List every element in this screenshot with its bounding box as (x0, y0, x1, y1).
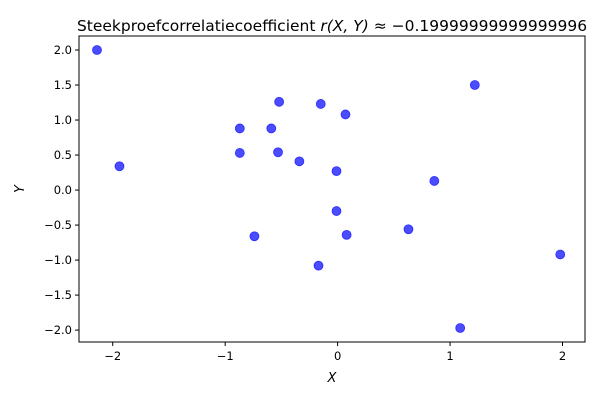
data-point (249, 231, 260, 242)
data-point (315, 99, 326, 109)
y-tick-label: −1.5 (44, 288, 72, 302)
plot-area-frame (78, 35, 586, 343)
chart-title-suffix: ≈ −0.19999999999999996 (369, 17, 587, 35)
chart-title-prefix: Steekproefcorrelatiecoefficient (77, 17, 320, 35)
chart-title-math: r(X, Y) (320, 17, 368, 35)
data-point (273, 147, 283, 158)
x-axis-ticks: −2 −1 0 1 2 (104, 342, 566, 363)
data-point (331, 166, 342, 177)
y-tick-label: −1.0 (44, 253, 72, 267)
y-tick-label: 0.0 (54, 183, 72, 197)
y-axis-label: Y (13, 184, 28, 193)
x-tick-label: 2 (559, 349, 566, 363)
y-tick-label: 2.0 (54, 43, 72, 57)
data-point (234, 148, 245, 158)
y-tick-label: 0.5 (54, 148, 72, 162)
x-tick-label: 0 (334, 349, 341, 363)
data-point (403, 224, 414, 235)
x-tick-label: 1 (446, 349, 453, 363)
chart-title: Steekproefcorrelatiecoefficient r(X, Y) … (77, 17, 587, 35)
y-axis-ticks: −2.0 −1.5 −1.0 −0.5 0.0 0.5 1.0 1.5 2.0 (44, 43, 79, 337)
x-tick-label: −2 (104, 349, 121, 363)
y-tick-label: 1.5 (54, 78, 72, 92)
data-point (331, 206, 342, 216)
data-point (294, 156, 305, 167)
data-point (274, 96, 285, 107)
data-point (92, 45, 102, 55)
x-axis-label: X (327, 371, 338, 386)
data-point (469, 80, 480, 90)
data-point (234, 123, 245, 134)
y-tick-label: −2.0 (44, 323, 72, 337)
data-point (455, 323, 466, 333)
y-tick-label: −0.5 (44, 218, 72, 232)
data-points (92, 45, 566, 333)
data-point (340, 109, 351, 120)
y-tick-label: 1.0 (54, 113, 72, 127)
data-point (429, 176, 440, 186)
data-point (266, 123, 277, 134)
data-point (341, 229, 352, 240)
x-tick-label: −1 (217, 349, 234, 363)
data-point (313, 260, 324, 271)
data-point (555, 249, 566, 260)
data-point (114, 161, 125, 172)
